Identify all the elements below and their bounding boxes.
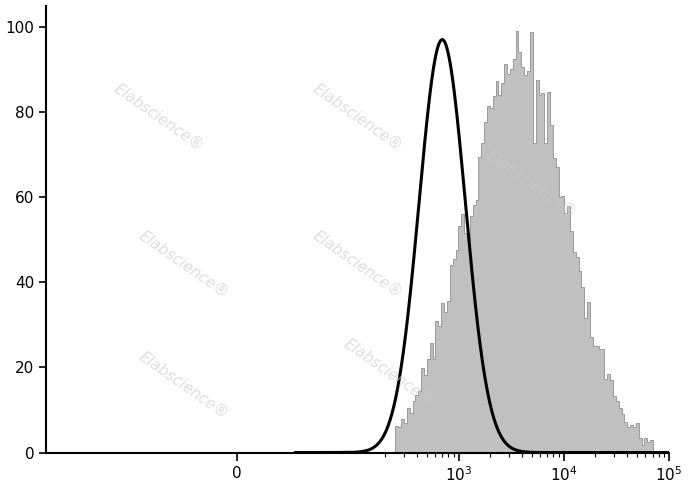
Text: Elabscience®: Elabscience® <box>111 81 206 154</box>
Text: Elabscience®: Elabscience® <box>136 228 230 301</box>
Text: Elabscience®: Elabscience® <box>341 336 436 409</box>
Text: Elabscience®: Elabscience® <box>136 349 230 422</box>
Text: Elabscience®: Elabscience® <box>310 228 405 301</box>
Text: Elabscience®: Elabscience® <box>310 81 405 154</box>
Text: Elabscience®: Elabscience® <box>484 148 579 221</box>
